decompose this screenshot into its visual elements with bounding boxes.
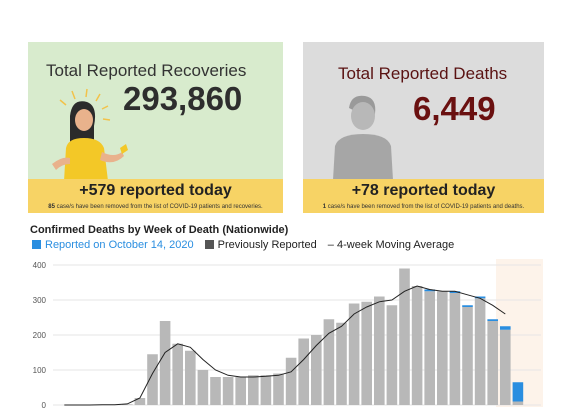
legend-label-previous: Previously Reported [217, 239, 317, 251]
legend-item-average: – 4-week Moving Average [328, 239, 454, 251]
bar-previous [147, 354, 158, 405]
bar-previous [361, 301, 372, 405]
y-tick-label: 100 [33, 366, 47, 375]
bar-previous [386, 305, 398, 405]
bar-previous [210, 377, 221, 405]
chart-legend: Reported on October 14, 2020 Previously … [32, 239, 462, 251]
bar-previous [411, 286, 423, 405]
deaths-today-band [303, 179, 544, 213]
recoveries-removed-note: 85 case/s have been removed from the lis… [28, 204, 283, 210]
deaths-removed-count: 1 [322, 204, 327, 210]
bar-previous [122, 404, 133, 405]
legend-swatch-new [32, 240, 41, 249]
bar-new [474, 296, 486, 299]
bar-previous [437, 291, 448, 405]
bar-previous [172, 343, 183, 405]
bar-new [424, 289, 435, 292]
y-tick-label: 0 [42, 401, 47, 410]
recoveries-today-band [28, 179, 283, 213]
deaths-removed-text: case/s have been removed from the list o… [326, 204, 525, 210]
bar-previous [273, 373, 284, 405]
chart-title: Confirmed Deaths by Week of Death (Natio… [30, 224, 289, 236]
y-tick-label: 300 [33, 296, 47, 305]
bar-previous [298, 338, 309, 405]
bar-previous [474, 298, 486, 405]
bar-previous [336, 322, 347, 405]
bar-previous [449, 293, 461, 405]
bar-new [462, 305, 473, 307]
legend-item-new: Reported on October 14, 2020 [32, 239, 194, 251]
bar-previous [462, 307, 473, 405]
legend-label-average: 4-week Moving Average [336, 239, 455, 251]
recoveries-total: 293,860 [123, 80, 243, 117]
bar-previous [374, 296, 385, 405]
recoveries-title: Total Reported Recoveries [46, 61, 247, 80]
bar-previous [285, 357, 297, 405]
bar-previous [235, 377, 246, 405]
deaths-today: +78 reported today [351, 182, 496, 199]
deaths-card: Total Reported Deaths 6,449 +78 reported… [303, 42, 544, 213]
deaths-removed-note: 1 case/s have been removed from the list… [303, 204, 544, 210]
recovered-person-illustration [52, 88, 128, 181]
bar-previous [512, 401, 524, 405]
y-tick-label: 400 [33, 261, 47, 270]
bar-previous [311, 335, 322, 405]
legend-item-previous: Previously Reported [204, 239, 317, 251]
person-silhouette-illustration [333, 95, 393, 180]
deaths-chart: 0 100 200 300 400 [33, 259, 543, 410]
bar-previous [323, 319, 335, 405]
recoveries-card: Total Reported Recoveries 293,860 +579 r… [28, 42, 283, 213]
recoveries-removed-text: case/s have been removed from the list o… [54, 204, 263, 210]
bar-new [449, 291, 461, 293]
bar-previous [500, 329, 511, 405]
recoveries-removed-count: 85 [48, 204, 55, 210]
y-tick-label: 200 [33, 331, 47, 340]
bar-previous [197, 370, 209, 405]
bar-previous [260, 375, 272, 405]
bar-new [500, 326, 511, 330]
deaths-total: 6,449 [413, 90, 496, 127]
deaths-title: Total Reported Deaths [338, 64, 508, 83]
recoveries-today: +579 reported today [79, 182, 232, 199]
bar-new [487, 319, 498, 321]
bar-previous [222, 377, 234, 405]
bar-previous [399, 268, 410, 405]
bar-previous [159, 321, 171, 405]
legend-label-new: Reported on October 14, 2020 [45, 239, 194, 251]
bar-previous [134, 398, 146, 405]
legend-dash-average: – [327, 239, 337, 251]
moving-average-line [64, 285, 506, 406]
bar-previous [424, 291, 435, 405]
bar-previous [487, 321, 498, 405]
legend-swatch-previous [204, 240, 214, 249]
bar-previous [185, 350, 196, 405]
bar-new [512, 382, 524, 402]
bar-previous [348, 303, 360, 405]
bar-previous [248, 375, 259, 405]
